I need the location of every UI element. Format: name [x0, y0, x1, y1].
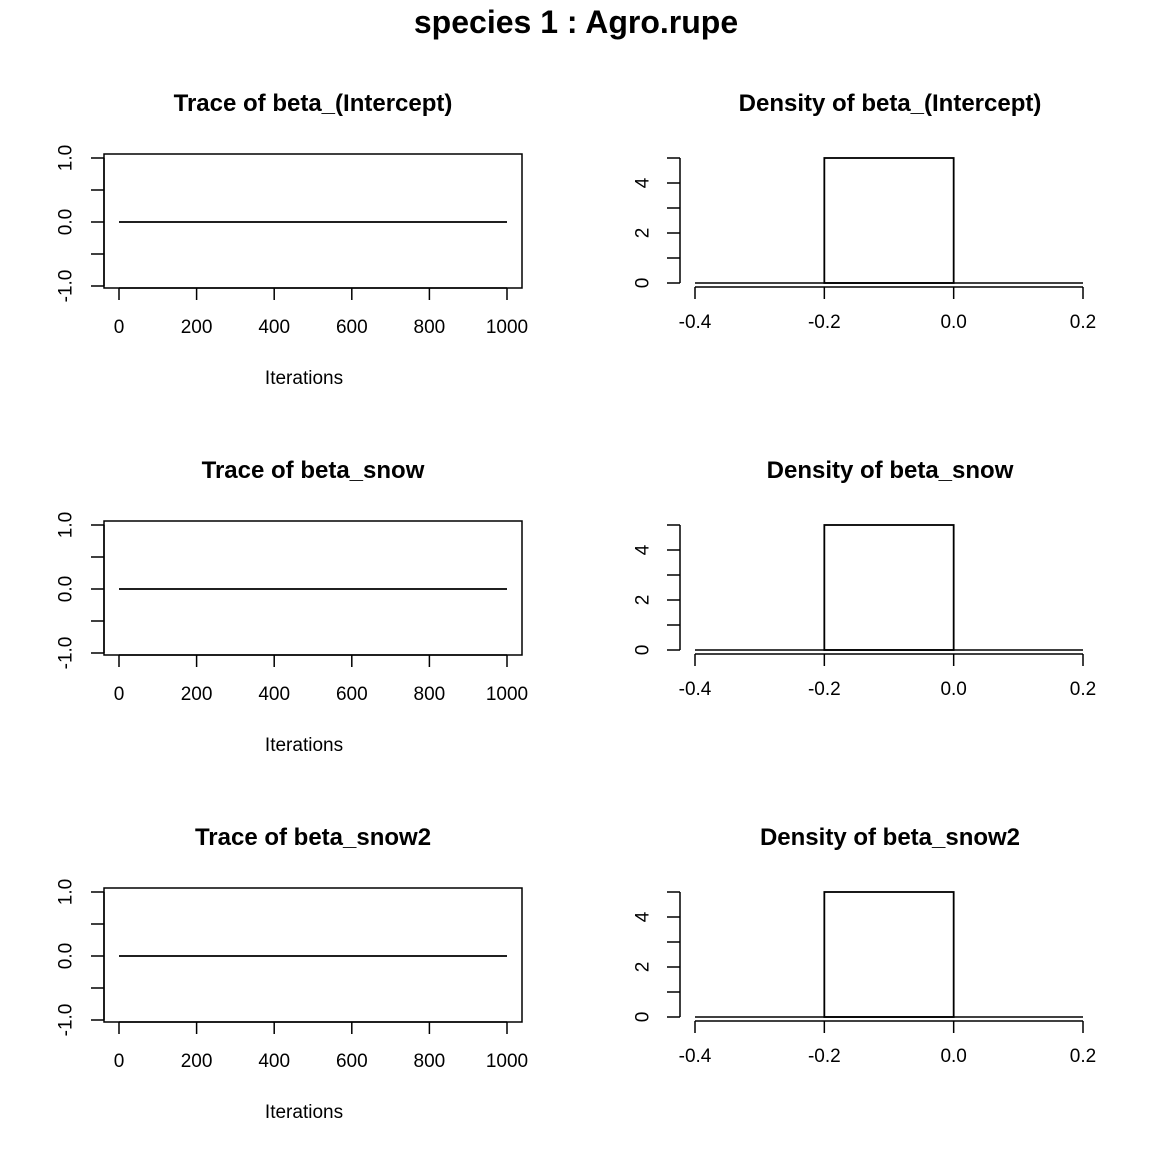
x-tick-label: -0.4 — [679, 1046, 712, 1067]
x-tick-label: 0.2 — [1070, 679, 1096, 700]
y-tick-label: -1.0 — [56, 1004, 77, 1037]
panel-title: Density of beta_snow — [767, 457, 1014, 484]
panel-title: Trace of beta_snow2 — [195, 824, 431, 851]
y-tick-label: 0 — [633, 278, 654, 289]
x-axis-label: Iterations — [265, 1102, 343, 1123]
y-tick-label: 1.0 — [56, 512, 77, 538]
x-tick-label: 1000 — [486, 684, 528, 705]
x-tick-label: -0.4 — [679, 679, 712, 700]
x-tick-label: -0.4 — [679, 312, 712, 333]
plot-frame — [103, 520, 523, 656]
x-tick-label: 800 — [414, 684, 446, 705]
x-tick-label: 200 — [181, 1051, 213, 1072]
x-tick-label: 0 — [114, 684, 125, 705]
x-tick-label: 1000 — [486, 317, 528, 338]
y-tick-label: 2 — [633, 228, 654, 239]
x-tick-label: 800 — [414, 1051, 446, 1072]
x-tick-label: 600 — [336, 1051, 368, 1072]
x-axis-label: Iterations — [265, 368, 343, 389]
density-bar — [823, 157, 955, 284]
y-tick-label: 0 — [633, 1012, 654, 1023]
y-tick-label: 4 — [633, 177, 654, 188]
y-tick-label: 1.0 — [56, 879, 77, 905]
x-tick-label: 200 — [181, 317, 213, 338]
y-tick-label: 2 — [633, 595, 654, 606]
x-tick-label: 0.2 — [1070, 312, 1096, 333]
y-tick-label: 1.0 — [56, 145, 77, 171]
x-tick-label: 800 — [414, 317, 446, 338]
x-tick-label: 0.0 — [940, 312, 966, 333]
y-tick-label: 0.0 — [56, 576, 77, 602]
panel-title: Density of beta_(Intercept) — [739, 90, 1042, 117]
panel-title: Trace of beta_snow — [202, 457, 425, 484]
density-bar — [823, 891, 955, 1018]
panel-title: Density of beta_snow2 — [760, 824, 1020, 851]
x-tick-label: 400 — [258, 317, 290, 338]
x-tick-label: 600 — [336, 317, 368, 338]
x-tick-label: -0.2 — [808, 679, 841, 700]
density-bar — [823, 524, 955, 651]
figure-title: species 1 : Agro.rupe — [413, 4, 739, 40]
x-tick-label: 0 — [114, 1051, 125, 1072]
y-tick-label: -1.0 — [56, 637, 77, 670]
y-tick-label: 2 — [633, 962, 654, 973]
y-tick-label: 4 — [633, 911, 654, 922]
x-tick-label: 400 — [258, 1051, 290, 1072]
x-tick-label: 200 — [181, 684, 213, 705]
x-tick-label: 600 — [336, 684, 368, 705]
plot-frame — [103, 887, 523, 1023]
y-tick-label: 0 — [633, 645, 654, 656]
x-tick-label: 1000 — [486, 1051, 528, 1072]
x-axis-label: Iterations — [265, 735, 343, 756]
y-tick-label: 0.0 — [56, 943, 77, 969]
x-tick-label: 0.2 — [1070, 1046, 1096, 1067]
x-tick-label: -0.2 — [808, 1046, 841, 1067]
plot-frame — [103, 153, 523, 289]
panel-title: Trace of beta_(Intercept) — [174, 90, 453, 117]
x-tick-label: 0.0 — [940, 679, 966, 700]
x-tick-label: -0.2 — [808, 312, 841, 333]
y-tick-label: -1.0 — [56, 270, 77, 303]
y-tick-label: 0.0 — [56, 209, 77, 235]
x-tick-label: 0.0 — [940, 1046, 966, 1067]
y-tick-label: 4 — [633, 544, 654, 555]
x-tick-label: 0 — [114, 317, 125, 338]
x-tick-label: 400 — [258, 684, 290, 705]
